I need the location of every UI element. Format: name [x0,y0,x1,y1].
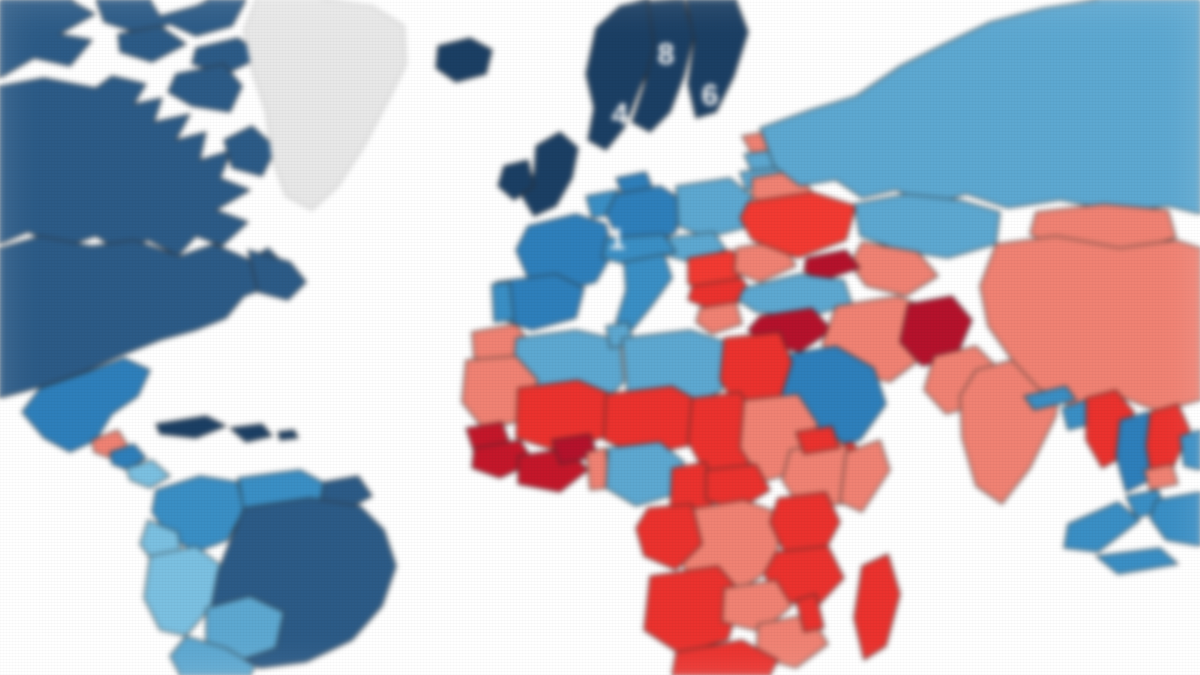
country-portugal [492,282,514,322]
country-puertorico [278,430,298,440]
rank-label-8: 8 [658,38,675,71]
rank-label-1: 1 [609,223,626,256]
rank-label-6: 6 [702,79,719,112]
country-poland [676,178,752,238]
rank-label-4: 4 [612,98,629,131]
